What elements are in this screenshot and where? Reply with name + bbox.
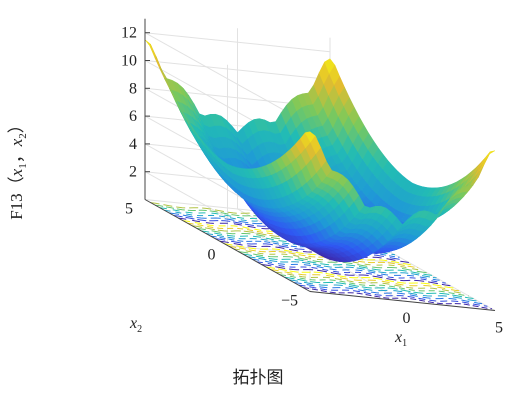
contour-line (219, 240, 409, 263)
surface-mesh (144, 39, 496, 263)
contour-line (256, 261, 446, 284)
x-tick-label: 0 (403, 310, 411, 327)
contour-line (261, 264, 451, 287)
z-tick-label: 8 (129, 80, 137, 97)
chart-caption: 拓扑图 (233, 368, 284, 388)
contour-line (303, 287, 493, 310)
z-tick-label: 2 (129, 164, 137, 181)
axes: 2 4 6 8 10 12 0 5 −5 0 5 (121, 18, 503, 337)
contour-line (215, 238, 405, 261)
x-axis-line (309, 291, 496, 311)
surface-patch (484, 150, 496, 161)
z-tick-label: 12 (121, 25, 137, 42)
x-tick-label: 5 (495, 320, 503, 337)
y-tick-label: 5 (125, 201, 133, 218)
contour-line (238, 251, 428, 274)
contour-line (150, 202, 340, 225)
y-tick-label: −5 (281, 293, 298, 310)
contour-line (242, 253, 433, 276)
contour-line (289, 279, 479, 302)
z-tick-label: 6 (129, 108, 137, 125)
z-tick-label: 10 (121, 53, 137, 70)
y-tick-label: 0 (208, 247, 216, 264)
y-axis-line (144, 199, 311, 292)
y-axis-label: x2 (129, 315, 142, 335)
contour-line (279, 274, 469, 297)
z-tick-label: 4 (129, 136, 137, 153)
contour-line (159, 207, 349, 230)
contour-line (247, 256, 437, 279)
x-axis-label: x1 (394, 329, 407, 349)
contour-line (252, 258, 442, 281)
contour-line (293, 282, 483, 305)
z-axis-label: F13（x1，x2） (7, 116, 29, 220)
contour-line (298, 284, 488, 307)
contour-line (270, 269, 460, 292)
contour-line (284, 276, 474, 299)
